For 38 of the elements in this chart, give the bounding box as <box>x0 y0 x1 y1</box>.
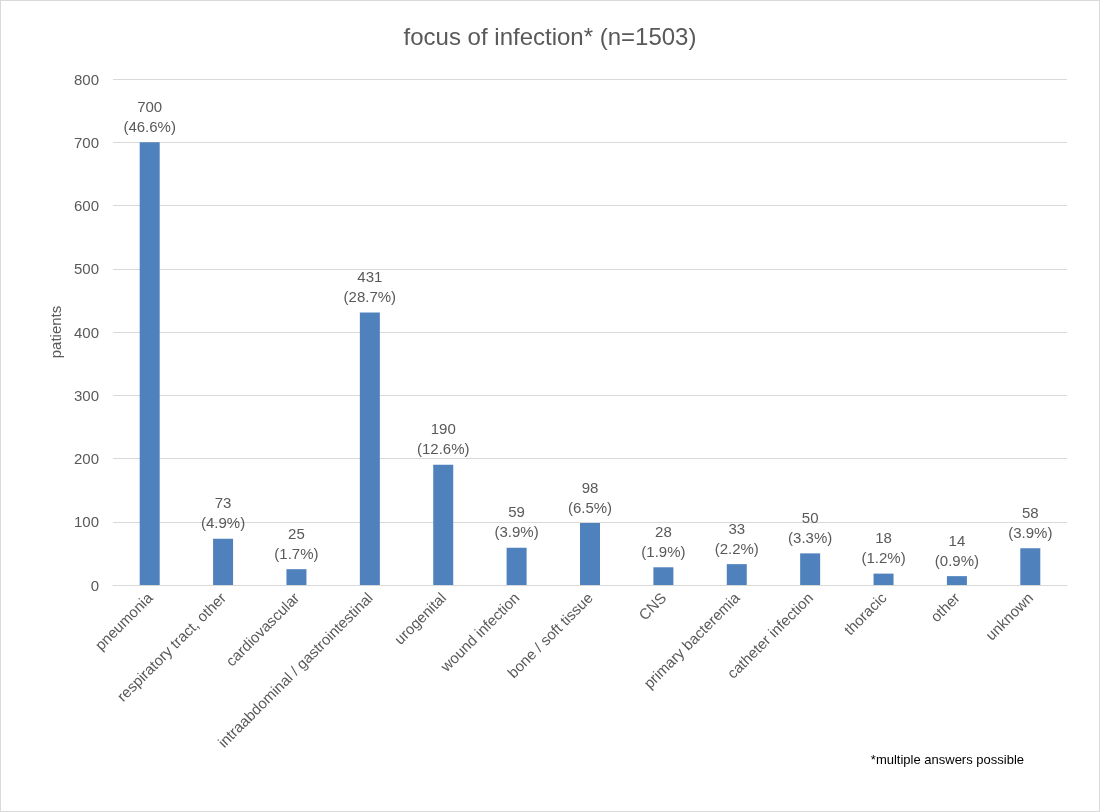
bar <box>580 523 600 585</box>
bar <box>286 569 307 585</box>
y-tick-label: 800 <box>73 70 99 88</box>
text: *multiple answers possible <box>870 752 1025 767</box>
bar <box>506 547 527 585</box>
y-tick-label: 0 <box>90 576 99 594</box>
bar <box>946 576 967 585</box>
bar <box>726 564 747 585</box>
bar <box>800 553 821 585</box>
data-label: 14 (0.9%) <box>934 531 980 569</box>
y-tick-label: 200 <box>73 450 99 467</box>
y-axis-title: patients <box>47 305 65 359</box>
data-label: 33 (2.2%) <box>714 519 759 557</box>
y-tick-label: 100 <box>73 513 99 531</box>
data-label: 58 (3.9%) <box>1008 503 1053 541</box>
bar <box>873 573 894 585</box>
data-label: 431 (28.7%) <box>343 267 397 305</box>
y-tick-label: 400 <box>73 323 99 341</box>
y-tick-label: 500 <box>73 260 99 278</box>
bar <box>1020 548 1041 585</box>
data-label: 59 (3.9%) <box>494 503 539 541</box>
data-label: 700 (46.6%) <box>123 97 176 135</box>
bar <box>433 464 454 585</box>
data-label: 98 (6.5%) <box>567 478 613 516</box>
chart-title: focus of infection* (n=1503) <box>403 22 697 50</box>
data-label: 50 (3.3%) <box>788 508 833 546</box>
bar <box>213 538 234 585</box>
bar <box>653 567 674 585</box>
bar <box>359 312 380 585</box>
data-label: 25 (1.7%) <box>274 524 319 562</box>
data-label: 73 (4.9%) <box>200 494 246 532</box>
y-tick-label: 700 <box>73 133 99 151</box>
y-tick-label: 600 <box>73 197 99 214</box>
y-tick-label: 300 <box>73 386 99 404</box>
data-label: 18 (1.2%) <box>861 529 906 567</box>
data-label: 190 (12.6%) <box>416 420 470 458</box>
data-label: 28 (1.9%) <box>641 522 686 560</box>
bar <box>139 142 160 585</box>
